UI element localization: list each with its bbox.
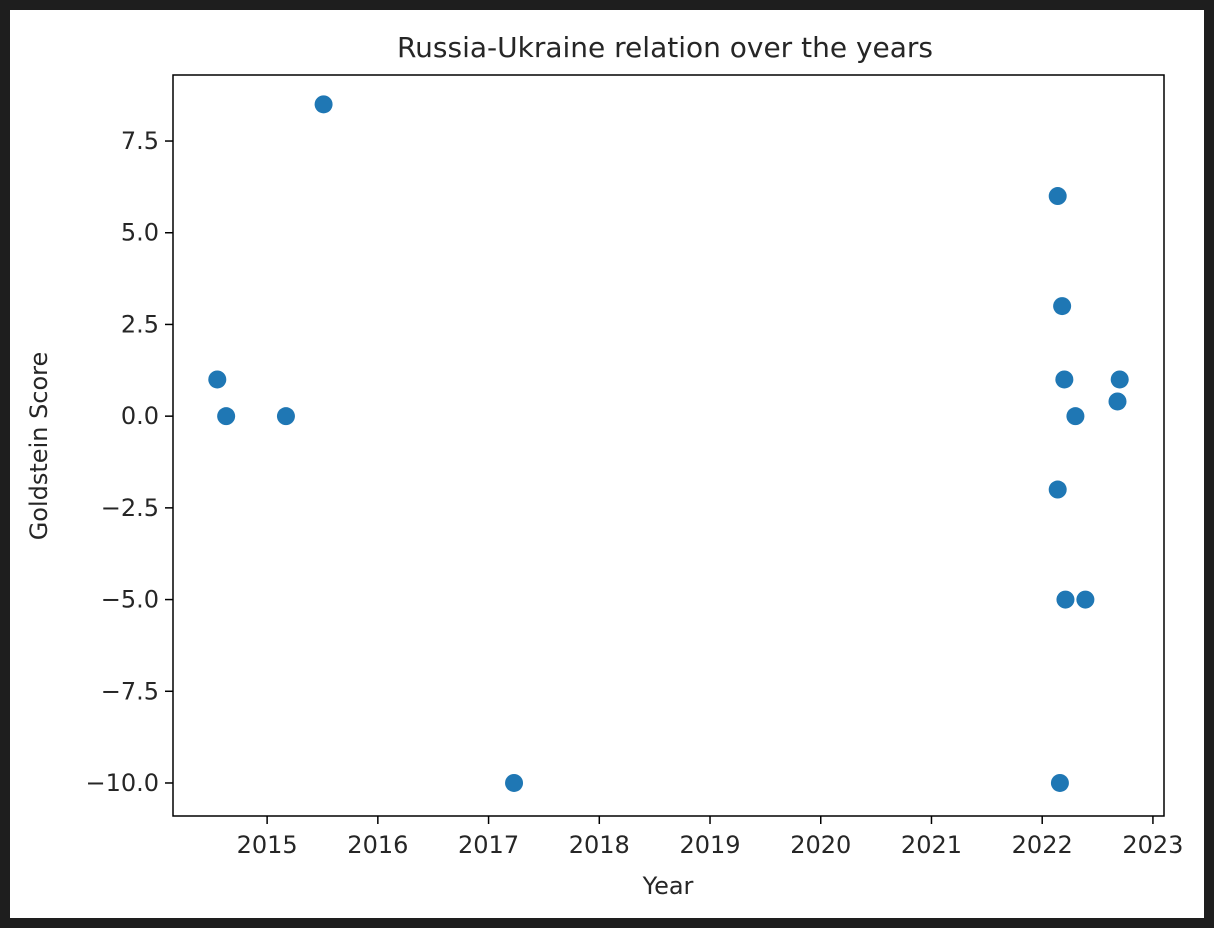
x-tick-label: 2021	[901, 831, 962, 859]
scatter-point	[1056, 590, 1075, 609]
plot-area	[172, 74, 1165, 817]
x-tick-label: 2016	[347, 831, 408, 859]
x-tick-label: 2015	[237, 831, 298, 859]
x-axis-title: Year	[642, 872, 694, 900]
scatter-point	[1108, 392, 1127, 411]
y-tick-label: 2.5	[121, 310, 159, 338]
scatter-point	[1050, 773, 1069, 792]
data-points	[208, 95, 1129, 792]
y-tick-label: −10.0	[85, 769, 159, 797]
scatter-point	[1076, 590, 1095, 609]
scatter-point	[314, 95, 333, 114]
scatter-point	[1055, 370, 1074, 389]
scatter-point	[1048, 480, 1067, 499]
scatter-point	[1066, 407, 1085, 426]
y-tick-label: −7.5	[101, 677, 159, 705]
x-tick-label: 2019	[679, 831, 740, 859]
chart-title: Russia-Ukraine relation over the years	[397, 31, 933, 64]
x-tick-label: 2023	[1122, 831, 1183, 859]
scatter-point	[1110, 370, 1129, 389]
scatter-point	[217, 407, 236, 426]
y-tick-label: 0.0	[121, 402, 159, 430]
scatter-chart: Russia-Ukraine relation over the years 2…	[25, 31, 1183, 900]
x-axis: 2015 2016 2017 2018 2019 2020 2021 2022 2023	[237, 816, 1183, 859]
y-tick-label: −2.5	[101, 494, 159, 522]
scatter-point	[505, 773, 524, 792]
scatter-point	[1053, 297, 1072, 316]
y-axis-title: Goldstein Score	[25, 352, 53, 541]
chart-frame: Russia-Ukraine relation over the years 2…	[10, 10, 1204, 918]
scatter-point	[276, 407, 295, 426]
y-tick-label: 5.0	[121, 219, 159, 247]
scatter-point	[1048, 187, 1067, 206]
scatter-point	[208, 370, 227, 389]
y-tick-label: −5.0	[101, 586, 159, 614]
y-tick-label: 7.5	[121, 127, 159, 155]
x-tick-label: 2018	[569, 831, 630, 859]
x-tick-label: 2020	[790, 831, 851, 859]
y-axis: 7.5 5.0 2.5 0.0 −2.5 −5.0 −7.5 −10.0	[85, 127, 173, 797]
x-tick-label: 2022	[1012, 831, 1073, 859]
x-tick-label: 2017	[458, 831, 519, 859]
